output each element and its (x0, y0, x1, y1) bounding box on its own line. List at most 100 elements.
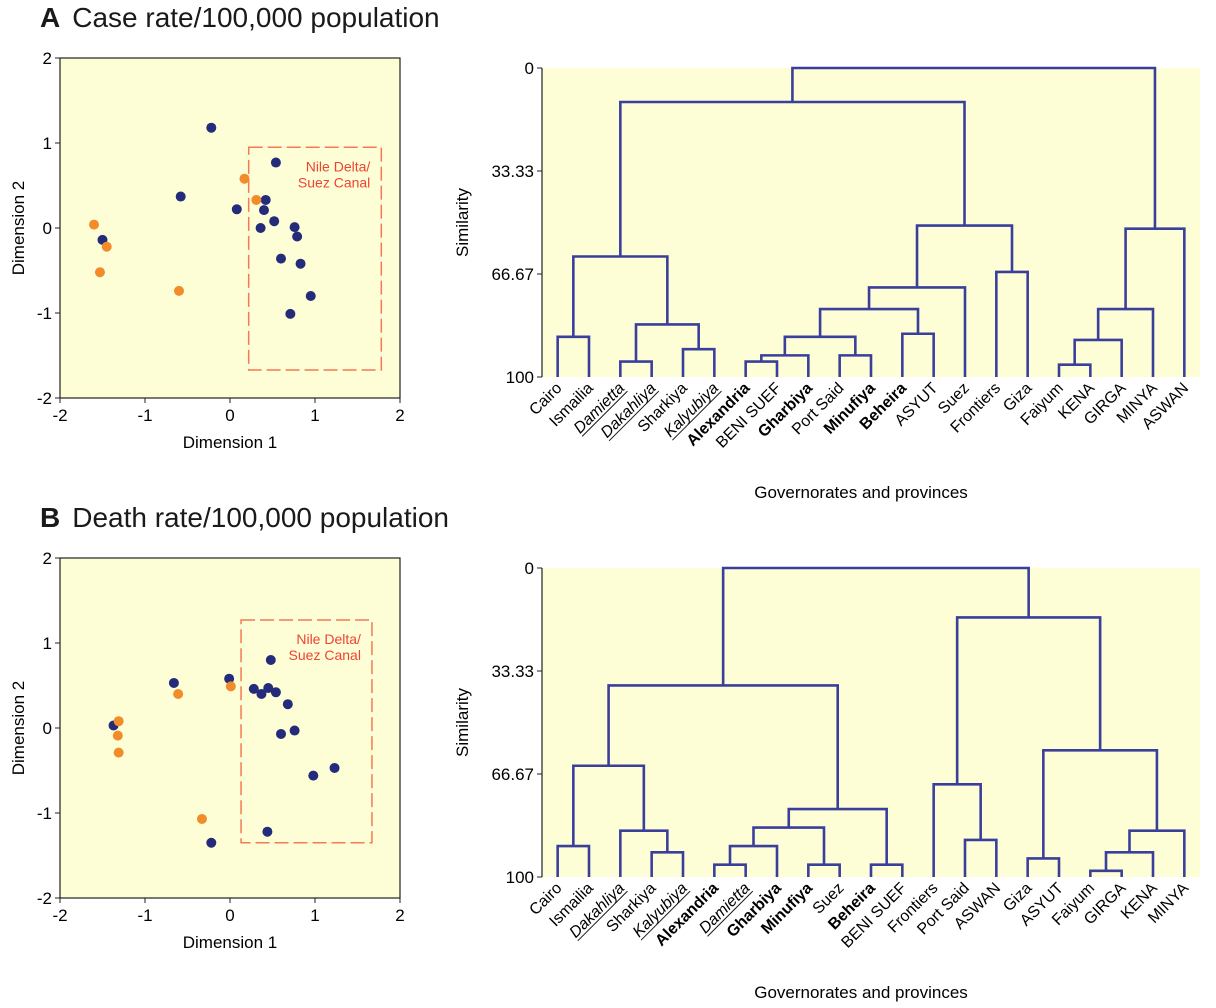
scatter-b-point-blue (206, 837, 217, 848)
scatter-b-point-blue (263, 683, 274, 694)
scatter-a-point-blue (270, 157, 281, 168)
scatter-a-y-tick-label: 1 (43, 134, 52, 153)
scatter-b-point-blue (282, 699, 293, 710)
dendro-b-y-tick-label: 0 (525, 559, 534, 578)
scatter-a-x-tick-label: -1 (137, 406, 152, 425)
scatter-b-nile-delta-region (240, 619, 373, 844)
dendro-b-dendrogram-link (650, 850, 685, 877)
scatter-b-x-tick-label: -2 (52, 906, 67, 925)
scatter-b-y-tick-label: 0 (43, 719, 52, 738)
panel-a-title: A Case rate/100,000 population (40, 2, 440, 34)
scatter-a-point-blue (255, 223, 266, 233)
scatter-a-point-orange (101, 241, 112, 252)
panel-b-letter: B (40, 502, 61, 533)
scatter-a-point-blue (292, 231, 303, 242)
scatter-b-x-tick-label: 0 (225, 906, 234, 925)
panel-b-title: B Death rate/100,000 population (40, 502, 449, 534)
dendro-b-x-axis-label: Governorates and provinces (754, 983, 968, 1002)
scatter-a-point-blue (175, 191, 186, 202)
panel-b-title-text: Death rate/100,000 population (72, 502, 449, 533)
scatter-a-point-orange (239, 173, 250, 184)
scatter-b-point-orange (173, 689, 184, 699)
scatter-b-point-blue (168, 677, 179, 688)
dendro-a-leaf-underline (672, 390, 722, 441)
dendrogram-b: 0 33.33 66.67 100 Similarity Governorates and… (453, 559, 1200, 1002)
dendro-b-y-tick-label: 33.33 (491, 662, 534, 681)
scatter-a-region-label: Nile Delta/ (306, 158, 371, 174)
scatter-b-x-tick-label: 1 (310, 906, 319, 925)
scatter-a-x-tick-label: 1 (310, 406, 319, 425)
scatter-a-point-blue (269, 216, 280, 227)
scatter-b-point-blue (248, 683, 259, 694)
dendrogram-a: 0 33.33 66.67 100 Similarity Governorates and… (453, 59, 1200, 502)
dendro-b-y-tick-label: 100 (506, 868, 534, 887)
scatter-a-point-blue (259, 205, 269, 216)
scatter-a-point-blue (285, 308, 296, 319)
scatter-b-y-tick-label: -2 (37, 889, 52, 908)
scatter-b-point-orange (113, 747, 124, 758)
scatter-b-x-tick-label: -1 (137, 906, 152, 925)
dendro-a-y-tick-label: 100 (506, 368, 534, 387)
scatter-a-y-tick-label: 2 (43, 49, 52, 68)
scatter-a-y-axis-label: Dimension 2 (9, 181, 28, 276)
dendro-b-leaf-underline (640, 890, 691, 941)
scatter-a-point-blue (289, 222, 300, 233)
scatter-a-point-orange (94, 267, 105, 278)
dendro-a-y-axis-label: Similarity (453, 188, 472, 257)
dendro-b-dendrogram-link (619, 829, 669, 877)
scatter-b-point-blue (270, 687, 281, 698)
scatter-b-point-orange (112, 730, 123, 741)
scatter-b-point-orange (225, 681, 236, 692)
dendro-b-leaf-underline (707, 890, 754, 937)
scatter-a-plot-area (59, 57, 401, 399)
scatter-a-point-blue (276, 253, 286, 264)
scatter-a-point-blue (231, 204, 242, 215)
panel-a-letter: A (40, 2, 61, 33)
dendro-b-dendrogram-link (572, 764, 646, 847)
scatter-b-point-blue (289, 725, 300, 736)
scatter-b-point-orange (196, 813, 207, 824)
dendro-a-y-tick-label: 66.67 (491, 265, 534, 284)
scatter-a-point-orange (251, 194, 262, 205)
scatter-b-x-axis-label: Dimension 1 (183, 933, 278, 952)
scatter-b-point-orange (113, 716, 124, 727)
dendro-b-dendrogram-link (1026, 857, 1061, 877)
scatter-b-y-axis-label: Dimension 2 (9, 681, 28, 776)
scatter-b-point-blue (256, 689, 267, 699)
scatter-b-point-blue (276, 728, 286, 739)
dendro-a-leaf-underline (581, 390, 628, 437)
dendro-a-plot-area (542, 68, 1200, 377)
dendro-b-y-axis-label: Similarity (453, 688, 472, 757)
dendro-b-dendrogram-link (721, 566, 1030, 686)
panel-a-title-text: Case rate/100,000 population (72, 2, 440, 33)
scatter-b-point-blue (224, 673, 235, 684)
scatter-a-y-tick-label: -2 (37, 389, 52, 408)
scatter-b-y-tick-label: -1 (37, 804, 52, 823)
scatter-a-point-orange (174, 285, 184, 296)
dendro-a-dendrogram-link (791, 66, 1157, 229)
scatter-b-y-tick-label: 1 (43, 634, 52, 653)
scatter-a-y-tick-label: -1 (37, 304, 52, 323)
dendro-a-x-axis-label: Governorates and provinces (754, 483, 968, 502)
dendro-b-y-tick-label: 66.67 (491, 765, 534, 784)
dendro-a-dendrogram-link (867, 286, 967, 377)
scatter-a-point-orange (89, 219, 99, 230)
scatter-b-point-blue (308, 770, 319, 781)
scatter-a-point-blue (260, 194, 271, 205)
scatter-a-point-blue (295, 258, 306, 269)
scatter-a-region-label: Suez Canal (298, 174, 370, 190)
scatter-b-x-tick-label: 2 (395, 906, 404, 925)
dendro-b-plot-area (542, 568, 1200, 877)
scatter-a-y-tick-label: 0 (43, 219, 52, 238)
dendro-b-dendrogram-link (1128, 829, 1186, 877)
dendro-a-leaf-underline (608, 390, 660, 442)
scatter-a-point-blue (206, 122, 217, 133)
dendro-b-dendrogram-link (787, 807, 888, 865)
dendro-a-y-tick-label: 0 (525, 59, 534, 78)
scatter-a-nile-delta-region (247, 146, 383, 371)
scatter-a-x-axis-label: Dimension 1 (183, 433, 278, 452)
scatter-b-y-tick-label: 2 (43, 549, 52, 568)
mds-scatter-plot-a: -2 -1 0 1 2 -2 -1 0 1 2 Dimension 1 Dimension 2 Nile… (9, 49, 405, 452)
scatter-b-region-label: Suez Canal (289, 647, 361, 663)
scatter-a-x-tick-label: 2 (395, 406, 404, 425)
